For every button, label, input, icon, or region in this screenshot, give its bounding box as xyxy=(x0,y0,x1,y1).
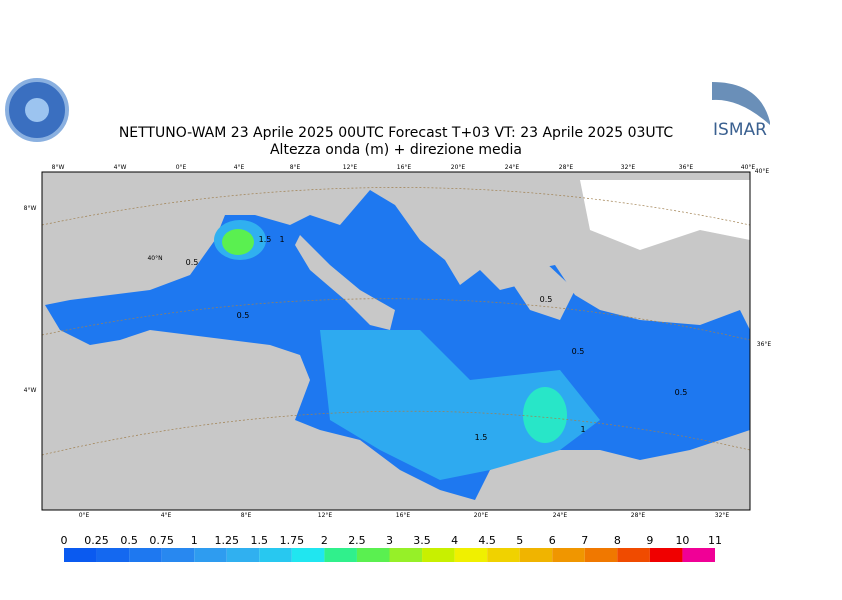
legend-label: 4 xyxy=(451,534,458,547)
lon-label: 16°E xyxy=(396,512,411,519)
graticule xyxy=(41,298,751,341)
legend-label: 3 xyxy=(386,534,393,547)
legend-label: 4.5 xyxy=(478,534,496,547)
legend-swatch xyxy=(356,548,390,562)
legend-swatch xyxy=(291,548,325,562)
contour-label: 0.5 xyxy=(237,311,250,320)
sea-peak xyxy=(523,387,567,443)
legend-label: 6 xyxy=(549,534,556,547)
legend-swatch xyxy=(649,548,683,562)
lon-label: 16°E xyxy=(397,164,412,171)
lon-label: 28°E xyxy=(559,164,574,171)
legend-label: 0.5 xyxy=(120,534,138,547)
legend-label: 0.75 xyxy=(149,534,174,547)
legend-swatch xyxy=(552,548,585,562)
contour-label: 0.5 xyxy=(675,388,688,397)
lon-label: 32°E xyxy=(715,512,730,519)
lon-label: 12°E xyxy=(343,164,358,171)
lon-label: 36°E xyxy=(757,341,772,348)
italy xyxy=(295,235,395,330)
legend-label: 3.5 xyxy=(413,534,431,547)
lon-label: 8°E xyxy=(241,512,252,519)
legend-swatch xyxy=(161,548,195,562)
lon-label: 8°E xyxy=(290,164,301,171)
contour-label: 0.5 xyxy=(572,347,585,356)
legend-swatch xyxy=(487,548,520,562)
lon-label: 0°E xyxy=(176,164,187,171)
legend-swatch xyxy=(226,548,260,562)
graticule xyxy=(41,410,751,456)
legend-swatch xyxy=(129,548,162,562)
lon-label: 4°E xyxy=(161,512,172,519)
graticule xyxy=(41,187,751,226)
legend-swatch xyxy=(324,548,357,562)
contour-label: 1.5 xyxy=(475,433,488,442)
legend-swatch xyxy=(64,548,97,562)
legend-label: 11 xyxy=(708,534,722,547)
legend-label: 1 xyxy=(191,534,198,547)
lat-label: 4°W xyxy=(24,387,37,394)
legend-swatch xyxy=(584,548,618,562)
legend-label: 5 xyxy=(516,534,523,547)
legend-swatch xyxy=(617,548,650,562)
legend-swatch xyxy=(96,548,130,562)
contour-label: 1 xyxy=(580,425,585,434)
left-logo-center xyxy=(25,98,49,122)
legend-label: 0.25 xyxy=(84,534,109,547)
map xyxy=(41,171,751,511)
ismar-logo-wave xyxy=(712,82,770,125)
legend-swatch xyxy=(422,548,455,562)
sea-high xyxy=(320,330,600,480)
lon-label: 20°E xyxy=(474,512,489,519)
legend-label: 8 xyxy=(614,534,621,547)
legend-swatch xyxy=(259,548,292,562)
lon-label: 40°E xyxy=(755,168,770,175)
lon-label: 28°E xyxy=(631,512,646,519)
legend-label: 10 xyxy=(675,534,689,547)
legend-swatch xyxy=(519,548,553,562)
sea-peak xyxy=(222,229,254,255)
legend-label: 1.75 xyxy=(280,534,305,547)
legend-swatch xyxy=(194,548,227,562)
contour-label: 1.5 xyxy=(259,235,272,244)
contour-label: 1 xyxy=(279,235,284,244)
legend-label: 0 xyxy=(61,534,68,547)
contour-label: 0.5 xyxy=(540,295,553,304)
lon-label: 12°E xyxy=(318,512,333,519)
lon-label: 0°E xyxy=(79,512,90,519)
lon-label: 32°E xyxy=(621,164,636,171)
lon-label: 40°E xyxy=(741,164,756,171)
legend-swatch xyxy=(454,548,488,562)
map-frame xyxy=(41,171,751,511)
lon-label: 4°E xyxy=(234,164,245,171)
outside-domain xyxy=(580,180,750,250)
legend-label: 9 xyxy=(646,534,653,547)
ismar-logo-text: ISMAR xyxy=(713,120,767,140)
lon-label: 36°E xyxy=(679,164,694,171)
contour-label: 0.5 xyxy=(186,258,199,267)
lat-label: 8°W xyxy=(24,205,37,212)
legend-swatch xyxy=(682,548,715,562)
lon-label: 8°W xyxy=(52,164,65,171)
subtitle: Altezza onda (m) + direzione media xyxy=(270,142,522,158)
legend-label: 2.5 xyxy=(348,534,366,547)
legend-label: 7 xyxy=(581,534,588,547)
lon-label: 4°W xyxy=(114,164,127,171)
lon-label: 24°E xyxy=(505,164,520,171)
greece xyxy=(510,262,575,320)
lon-label: 24°E xyxy=(553,512,568,519)
legend-swatch xyxy=(389,548,423,562)
legend-label: 1.25 xyxy=(215,534,240,547)
lat-label: 40°N xyxy=(147,255,162,262)
legend-label: 1.5 xyxy=(251,534,269,547)
lon-label: 20°E xyxy=(451,164,466,171)
title: NETTUNO-WAM 23 Aprile 2025 00UTC Forecas… xyxy=(119,125,674,141)
legend-label: 2 xyxy=(321,534,328,547)
